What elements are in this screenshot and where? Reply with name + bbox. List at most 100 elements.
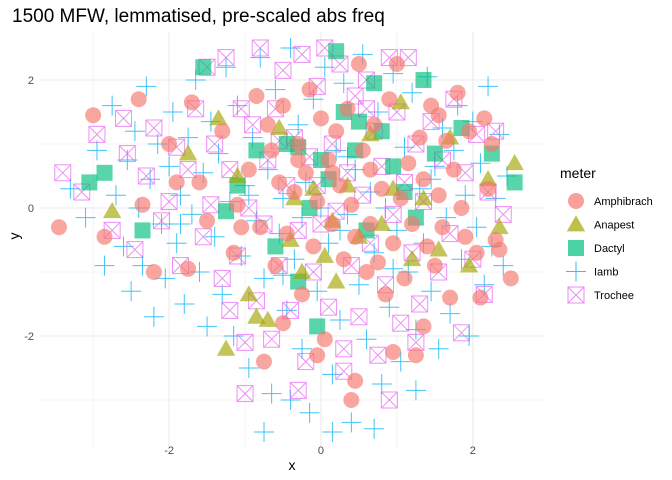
data-point-iamb <box>254 422 275 442</box>
data-point-amphibrach <box>278 225 295 242</box>
data-point-trochee <box>320 298 338 316</box>
data-point-trochee <box>350 308 368 326</box>
data-point-anapest <box>209 109 228 126</box>
data-point-amphibrach <box>415 171 432 188</box>
data-point-amphibrach <box>168 174 185 191</box>
data-point-anapest <box>402 250 422 267</box>
data-point-iamb <box>428 338 449 359</box>
data-point-iamb <box>102 95 123 116</box>
data-point-iamb <box>254 268 275 289</box>
data-point-amphibrach <box>388 56 405 72</box>
data-point-anapest <box>178 144 198 161</box>
data-point-iamb <box>470 153 491 174</box>
data-point-amphibrach <box>324 216 341 232</box>
data-point-dactyl <box>195 59 212 76</box>
data-point-amphibrach <box>354 142 371 159</box>
data-point-amphibrach <box>385 235 402 252</box>
data-point-amphibrach <box>369 254 386 271</box>
data-point-amphibrach <box>275 97 292 114</box>
data-point-amphibrach <box>85 107 102 124</box>
data-point-amphibrach <box>442 289 459 306</box>
data-point-amphibrach <box>96 228 113 245</box>
data-point-iamb <box>181 204 202 225</box>
data-point-amphibrach <box>305 238 322 255</box>
data-point-trochee <box>137 167 155 185</box>
data-point-amphibrach <box>362 161 379 178</box>
data-point-amphibrach <box>347 372 364 389</box>
x-tick-label: 2 <box>470 445 476 457</box>
data-point-trochee <box>452 324 470 342</box>
data-point-amphibrach <box>377 286 394 303</box>
data-point-iamb <box>318 233 339 254</box>
data-point-amphibrach <box>50 219 67 236</box>
data-point-dactyl <box>506 174 523 191</box>
data-point-trochee <box>236 385 254 403</box>
legend-label-anapest: Anapest <box>594 220 634 232</box>
legend-key-anapest <box>566 215 586 232</box>
data-point-anapest <box>478 170 498 187</box>
data-point-amphibrach <box>472 289 489 306</box>
data-point-amphibrach <box>267 257 284 274</box>
data-point-iamb <box>280 38 301 58</box>
data-point-iamb <box>371 374 392 394</box>
data-point-dactyl <box>350 113 367 130</box>
data-point-iamb <box>284 249 305 270</box>
data-point-iamb <box>162 102 183 122</box>
data-point-amphibrach <box>161 136 178 152</box>
data-point-amphibrach <box>324 164 341 181</box>
data-point-amphibrach <box>457 228 474 245</box>
legend-key-dactyl <box>568 240 584 256</box>
data-point-dactyl <box>267 238 284 255</box>
data-point-amphibrach <box>461 123 478 140</box>
data-point-iamb <box>212 284 233 305</box>
data-point-iamb <box>307 281 328 302</box>
data-point-iamb <box>348 274 369 295</box>
data-point-trochee <box>145 119 163 137</box>
data-point-anapest <box>505 154 524 171</box>
data-point-dactyl <box>366 75 383 92</box>
data-point-iamb <box>299 402 320 423</box>
data-point-iamb <box>238 185 259 206</box>
data-point-dactyl <box>96 164 113 181</box>
data-point-trochee <box>384 205 402 223</box>
data-point-iamb <box>265 79 286 100</box>
data-point-anapest <box>258 310 278 327</box>
data-point-amphibrach <box>180 260 197 277</box>
data-point-iamb <box>223 326 244 346</box>
data-point-iamb <box>178 127 199 148</box>
data-point-amphibrach <box>430 107 447 124</box>
data-point-trochee <box>217 49 235 67</box>
data-point-amphibrach <box>297 164 314 181</box>
data-point-amphibrach <box>426 257 443 274</box>
legend-title: meter <box>560 165 596 181</box>
data-point-anapest <box>304 179 323 196</box>
data-point-iamb <box>216 57 237 78</box>
legend-label-iamb: Iamb <box>594 267 618 279</box>
data-point-iamb <box>94 255 115 276</box>
data-point-amphibrach <box>130 91 147 108</box>
data-point-amphibrach <box>480 180 497 197</box>
data-point-anapest <box>228 166 247 183</box>
data-point-iamb <box>288 114 309 135</box>
data-point-iamb <box>322 364 343 385</box>
data-point-anapest <box>490 218 509 235</box>
data-point-iamb <box>113 236 134 257</box>
data-point-amphibrach <box>358 264 375 280</box>
data-point-iamb <box>478 76 499 97</box>
data-point-trochee <box>293 45 311 63</box>
data-point-amphibrach <box>343 196 360 213</box>
data-point-iamb <box>143 306 164 327</box>
data-point-amphibrach <box>411 129 428 146</box>
data-point-amphibrach <box>293 286 310 303</box>
data-point-amphibrach <box>331 177 348 194</box>
data-point-amphibrach <box>316 331 333 348</box>
data-point-iamb <box>257 159 278 180</box>
data-point-anapest <box>414 189 433 206</box>
data-point-dactyl <box>328 43 345 60</box>
data-point-amphibrach <box>392 190 409 207</box>
legend-key-trochee <box>567 286 585 304</box>
data-point-amphibrach <box>438 132 455 149</box>
data-point-amphibrach <box>256 353 273 370</box>
data-point-anapest <box>326 272 346 289</box>
